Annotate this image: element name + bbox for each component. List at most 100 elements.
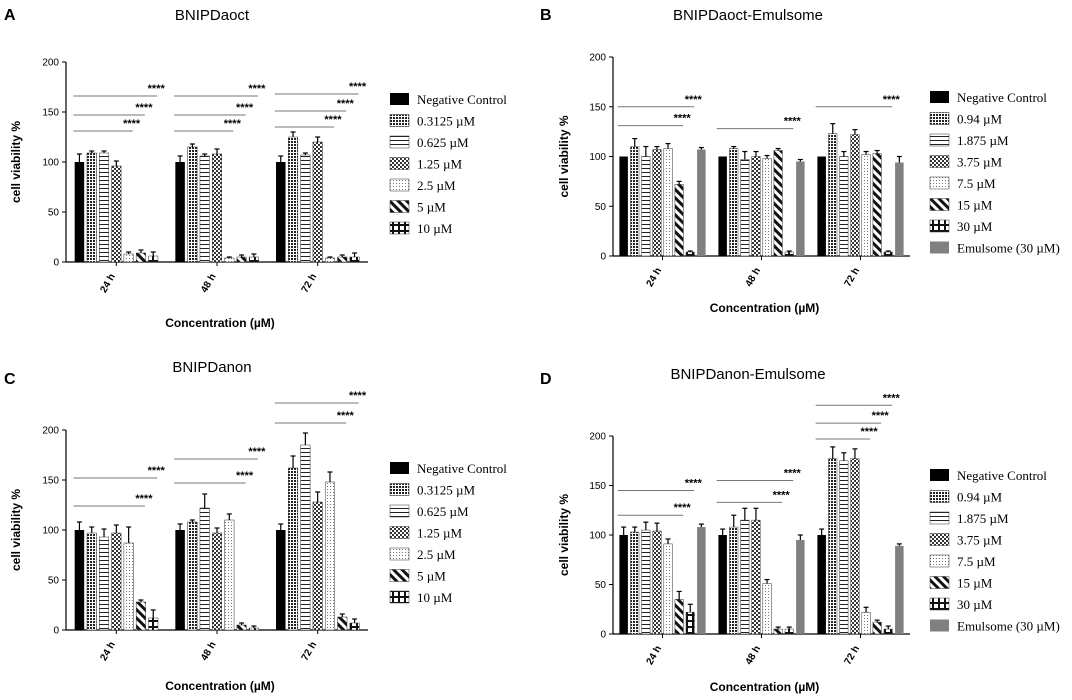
legend-label: 15 µM bbox=[957, 198, 993, 213]
legend-swatch bbox=[929, 533, 950, 546]
significance-label: **** bbox=[135, 102, 153, 114]
legend-swatch bbox=[390, 93, 409, 105]
bar-c-s6-c2 bbox=[349, 622, 360, 631]
legend-swatch bbox=[389, 504, 410, 518]
bar-c-s4-c2 bbox=[324, 481, 335, 631]
bar-c-s1-c1 bbox=[187, 521, 198, 631]
legend-swatch bbox=[389, 483, 410, 496]
legend-swatch bbox=[929, 112, 950, 125]
bar-b-s2-c0 bbox=[641, 156, 651, 257]
bar-c-s6-c0 bbox=[148, 617, 159, 631]
y-axis-label: cell viability % bbox=[557, 494, 571, 576]
bar-b-s0-c2 bbox=[817, 156, 826, 256]
y-tick-label: 150 bbox=[589, 481, 606, 492]
legend-label: 7.5 µM bbox=[957, 554, 996, 569]
x-tick-label: 72 h bbox=[300, 640, 320, 663]
bar-b-s4-c0 bbox=[663, 148, 673, 257]
bar-c-s1-c0 bbox=[86, 532, 97, 631]
legend-label: 0.94 µM bbox=[957, 490, 1002, 505]
significance-label: **** bbox=[248, 446, 266, 458]
x-axis-label: Concentration (µM) bbox=[710, 301, 820, 315]
x-tick-label: 72 h bbox=[300, 272, 320, 295]
bar-a-s2-c1 bbox=[199, 155, 210, 263]
legend-swatch bbox=[929, 198, 950, 211]
legend-label: 2.5 µM bbox=[417, 178, 456, 193]
x-tick-label: 24 h bbox=[98, 640, 118, 663]
bar-d-s2-c2 bbox=[839, 460, 849, 635]
bar-b-s0-c1 bbox=[718, 156, 727, 256]
x-tick-label: 24 h bbox=[645, 644, 665, 667]
bar-b-s1-c1 bbox=[729, 148, 739, 257]
y-tick-label: 0 bbox=[600, 252, 606, 263]
legend-label: 10 µM bbox=[417, 590, 453, 605]
chart-title: BNIPDanon-Emulsome bbox=[670, 366, 825, 383]
bar-c-s5-c0 bbox=[135, 601, 146, 631]
legend-swatch bbox=[929, 219, 950, 233]
bar-c-s3-c0 bbox=[111, 532, 122, 631]
legend-swatch bbox=[389, 114, 410, 127]
bar-b-s6-c0 bbox=[685, 251, 695, 257]
bar-b-s3-c2 bbox=[850, 134, 860, 257]
panel-letter: A bbox=[4, 7, 16, 24]
legend-label: 3.75 µM bbox=[957, 533, 1002, 548]
bar-d-s7-c0 bbox=[697, 527, 706, 634]
legend-label: 5 µM bbox=[417, 200, 446, 215]
significance-label: **** bbox=[883, 94, 901, 106]
bar-d-s2-c0 bbox=[641, 529, 651, 635]
bar-d-s0-c0 bbox=[619, 535, 628, 634]
legend-swatch bbox=[389, 547, 410, 561]
bar-a-s5-c1 bbox=[236, 256, 247, 263]
y-tick-label: 100 bbox=[42, 158, 59, 169]
legend-swatch bbox=[929, 490, 950, 503]
bar-d-s5-c1 bbox=[773, 628, 783, 635]
bar-c-s3-c2 bbox=[312, 501, 323, 631]
bar-d-s5-c0 bbox=[674, 599, 684, 635]
x-tick-label: 48 h bbox=[744, 266, 764, 289]
significance-label: **** bbox=[784, 116, 802, 128]
bar-c-s2-c2 bbox=[300, 444, 311, 631]
bar-b-s2-c1 bbox=[740, 159, 750, 257]
legend-swatch bbox=[929, 511, 950, 525]
legend-label: 3.75 µM bbox=[957, 155, 1002, 170]
y-tick-label: 100 bbox=[589, 531, 606, 542]
bar-a-s4-c1 bbox=[224, 257, 235, 263]
significance-label: **** bbox=[784, 468, 802, 480]
significance-label: **** bbox=[337, 98, 355, 110]
bar-b-s5-c0 bbox=[674, 184, 684, 257]
bar-a-s2-c2 bbox=[300, 154, 311, 263]
chart-title: BNIPDaoct-Emulsome bbox=[673, 7, 823, 24]
significance-label: **** bbox=[685, 477, 703, 489]
bar-d-s2-c1 bbox=[740, 519, 750, 635]
bar-b-s1-c0 bbox=[630, 146, 640, 257]
significance-label: **** bbox=[674, 502, 692, 514]
y-tick-label: 200 bbox=[42, 58, 59, 69]
y-tick-label: 0 bbox=[600, 630, 606, 641]
legend-swatch bbox=[389, 526, 410, 539]
bar-c-s3-c1 bbox=[212, 532, 222, 631]
legend-label: Emulsome (30 µM) bbox=[957, 619, 1060, 634]
bar-d-s4-c2 bbox=[861, 611, 871, 635]
significance-label: **** bbox=[860, 426, 878, 438]
bar-c-s1-c2 bbox=[288, 467, 299, 631]
legend-swatch bbox=[929, 597, 950, 611]
bar-d-s1-c2 bbox=[828, 458, 838, 635]
legend-swatch bbox=[929, 576, 950, 589]
y-tick-label: 50 bbox=[48, 576, 60, 587]
bar-a-s3-c2 bbox=[312, 141, 323, 263]
significance-label: **** bbox=[685, 94, 703, 106]
significance-label: **** bbox=[349, 390, 367, 402]
bar-b-s2-c2 bbox=[839, 156, 849, 257]
legend-label: Negative Control bbox=[957, 90, 1047, 105]
significance-label: **** bbox=[148, 83, 166, 95]
bar-b-s4-c1 bbox=[762, 158, 772, 257]
y-tick-label: 100 bbox=[42, 526, 59, 537]
significance-label: **** bbox=[123, 118, 141, 130]
bar-c-s0-c2 bbox=[276, 530, 286, 630]
bar-a-s2-c0 bbox=[99, 152, 110, 263]
x-axis-label: Concentration (µM) bbox=[165, 679, 275, 693]
bar-d-s3-c2 bbox=[850, 458, 860, 635]
y-tick-label: 50 bbox=[595, 580, 607, 591]
x-tick-label: 24 h bbox=[98, 272, 118, 295]
y-tick-label: 50 bbox=[595, 202, 607, 213]
bar-d-s6-c0 bbox=[685, 611, 695, 635]
